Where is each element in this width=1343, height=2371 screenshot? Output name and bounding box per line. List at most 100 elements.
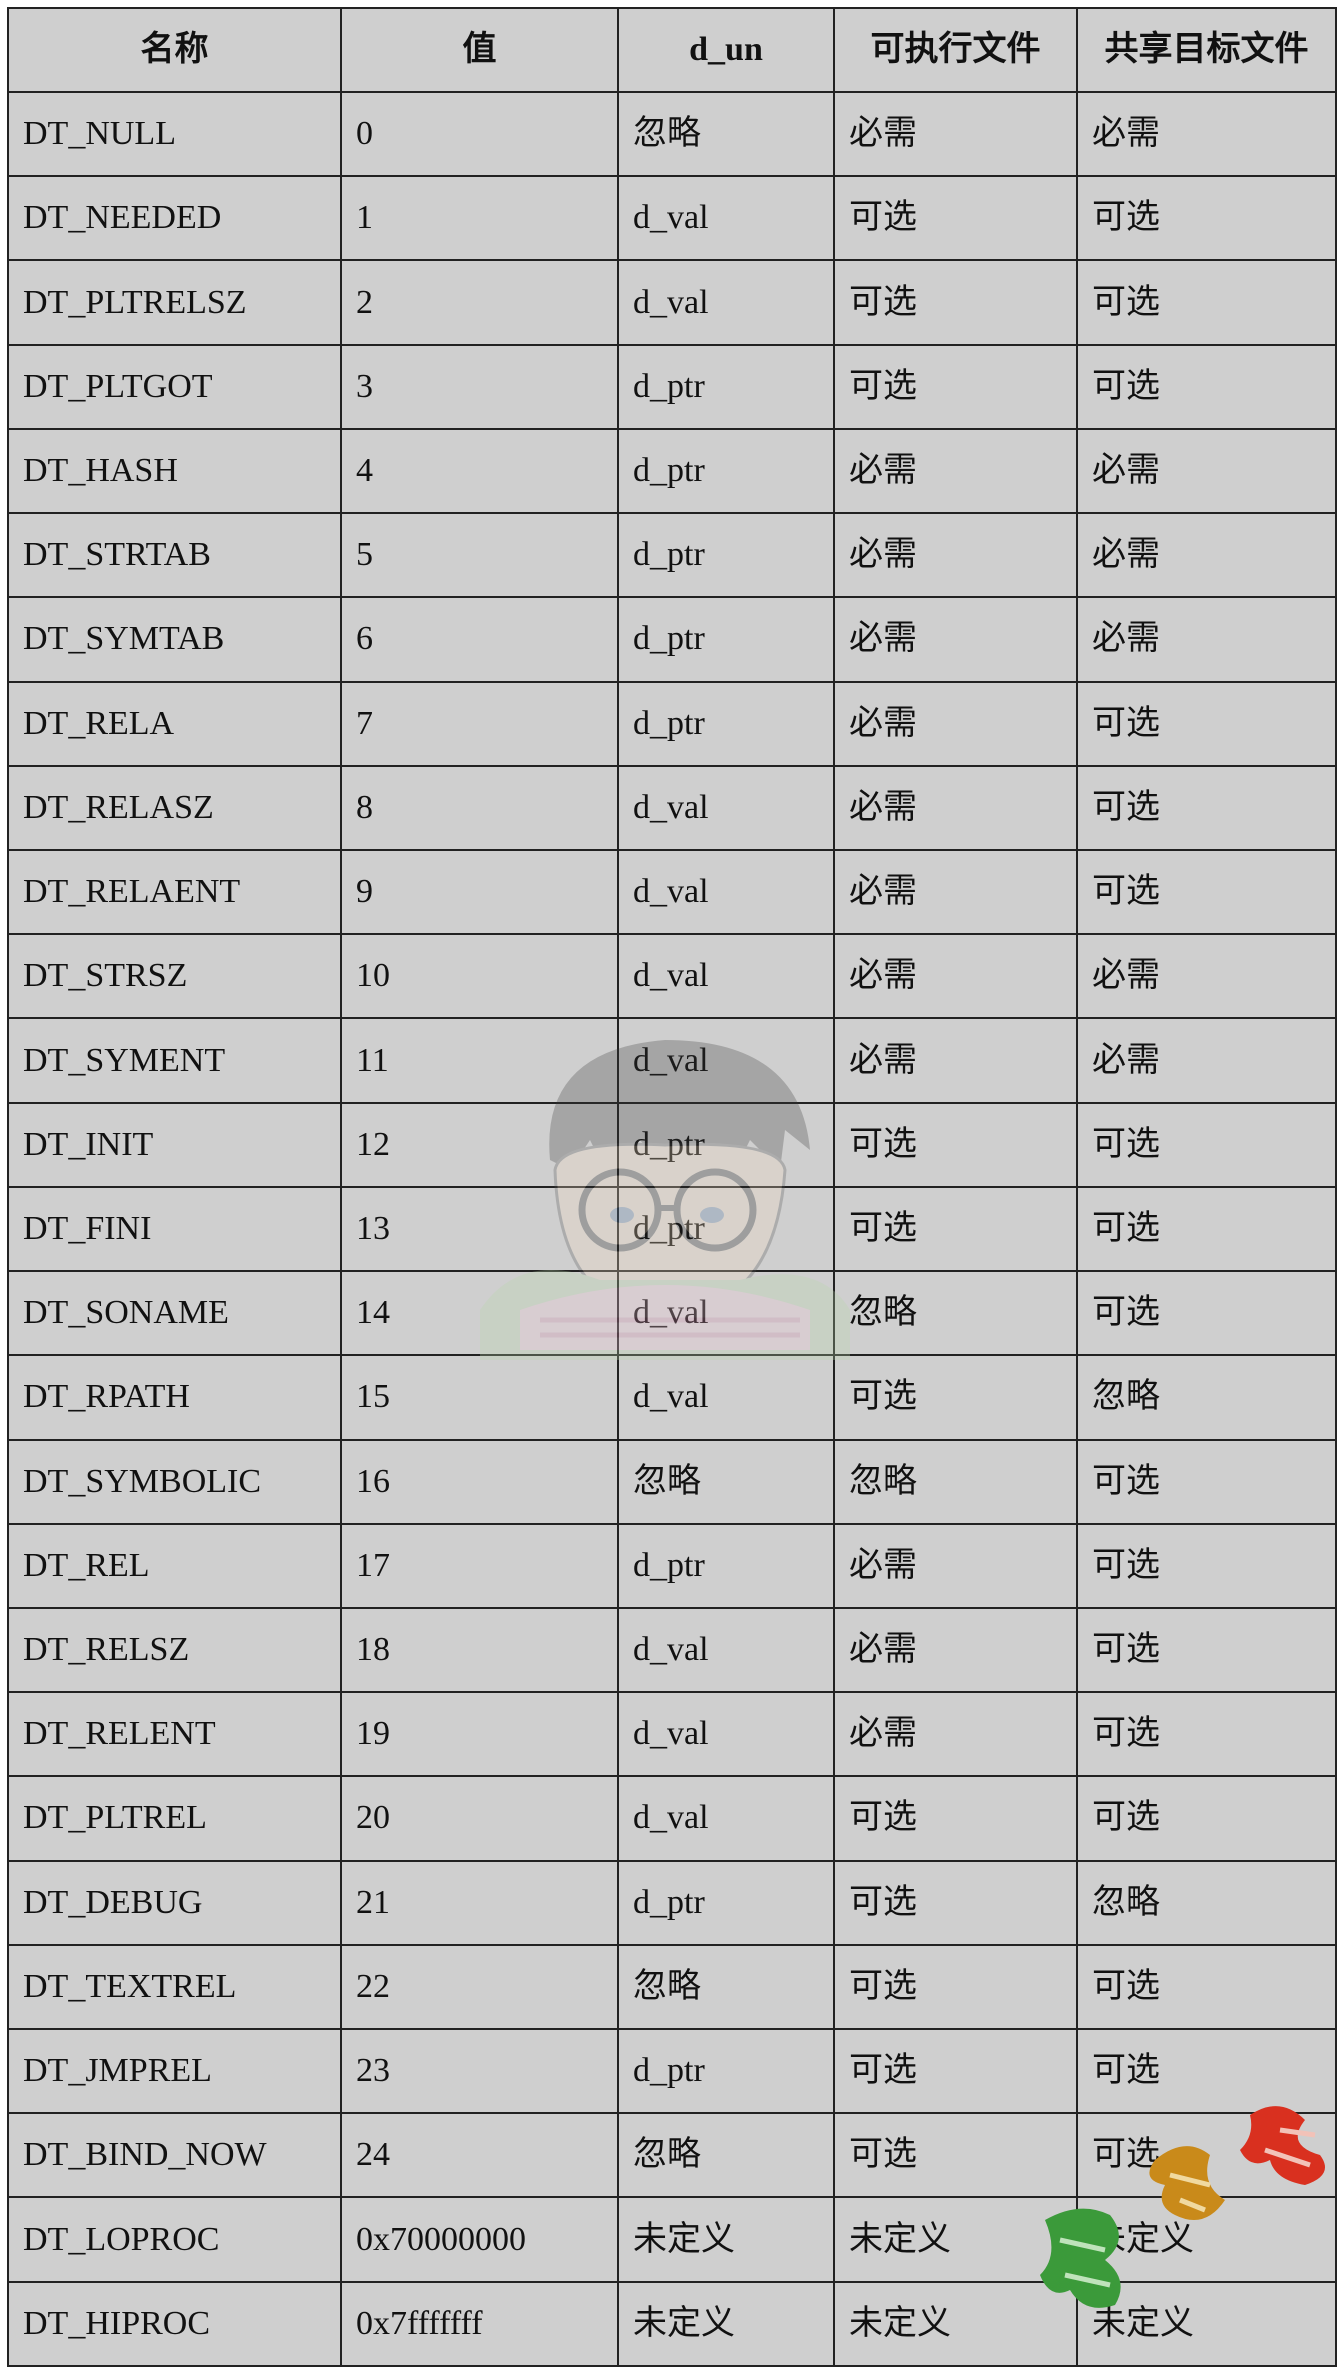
cell-d-un: d_ptr — [617, 1101, 835, 1188]
cell-value: 8 — [340, 764, 619, 851]
cell-name: DT_HASH — [7, 427, 342, 515]
cell-value: 12 — [340, 1101, 619, 1188]
cell-executable: 可选 — [833, 175, 1078, 262]
cell-shared-object: 可选 — [1076, 1185, 1337, 1273]
cell-d-un: d_val — [617, 848, 835, 936]
cell-name: DT_RELSZ — [7, 1606, 342, 1694]
cell-value: 10 — [340, 933, 619, 1020]
cell-value: 19 — [340, 1691, 619, 1778]
cell-name: DT_HIPROC — [7, 2280, 342, 2368]
cell-value: 15 — [340, 1354, 619, 1441]
cell-d-un: d_val — [617, 1775, 835, 1862]
cell-d-un: d_ptr — [617, 1185, 835, 1273]
table-row: DT_RELSZ 18 d_val 必需 可选 — [7, 1606, 1337, 1694]
cell-value: 4 — [340, 427, 619, 515]
cell-name: DT_STRSZ — [7, 933, 342, 1020]
cell-executable: 可选 — [833, 1943, 1078, 2031]
cell-d-un: d_ptr — [617, 2028, 835, 2115]
cell-executable: 必需 — [833, 90, 1078, 178]
cell-shared-object: 未定义 — [1076, 2280, 1337, 2368]
cell-executable: 忽略 — [833, 1270, 1078, 1357]
cell-value: 1 — [340, 175, 619, 262]
cell-name: DT_INIT — [7, 1101, 342, 1188]
dynamic-section-tag-table: 名称 值 d_un 可执行文件 共享目标文件 DT_NULL 0 忽略 必需 必需 DT… — [7, 7, 1337, 2368]
table-row: DT_RELASZ 8 d_val 必需 可选 — [7, 764, 1337, 851]
cell-executable: 可选 — [833, 1185, 1078, 1273]
cell-d-un: 忽略 — [617, 2112, 835, 2199]
cell-value: 9 — [340, 848, 619, 936]
cell-shared-object: 可选 — [1076, 1270, 1337, 1357]
table-body: DT_NULL 0 忽略 必需 必需 DT_NEEDED 1 d_val 可选 可选 DT_PL… — [7, 90, 1337, 2368]
cell-value: 11 — [340, 1017, 619, 1104]
cell-value: 3 — [340, 343, 619, 430]
cell-executable: 必需 — [833, 848, 1078, 936]
table-row: DT_TEXTREL 22 忽略 可选 可选 — [7, 1943, 1337, 2031]
table-row: DT_PLTGOT 3 d_ptr 可选 可选 — [7, 343, 1337, 430]
cell-shared-object: 可选 — [1076, 1606, 1337, 1694]
cell-name: DT_NULL — [7, 90, 342, 178]
cell-executable: 可选 — [833, 1859, 1078, 1946]
cell-executable: 可选 — [833, 1101, 1078, 1188]
header-shared-object: 共享目标文件 — [1076, 7, 1337, 93]
cell-executable: 忽略 — [833, 1438, 1078, 1525]
cell-value: 21 — [340, 1859, 619, 1946]
table-row: DT_NULL 0 忽略 必需 必需 — [7, 90, 1337, 178]
table-row: DT_RELAENT 9 d_val 必需 可选 — [7, 848, 1337, 936]
table-row: DT_JMPREL 23 d_ptr 可选 可选 — [7, 2028, 1337, 2115]
cell-d-un: d_ptr — [617, 343, 835, 430]
cell-name: DT_SYMTAB — [7, 596, 342, 683]
cell-executable: 必需 — [833, 1522, 1078, 1609]
cell-shared-object: 必需 — [1076, 1017, 1337, 1104]
header-name: 名称 — [7, 7, 342, 93]
cell-value: 22 — [340, 1943, 619, 2031]
cell-value: 6 — [340, 596, 619, 683]
cell-d-un: 未定义 — [617, 2196, 835, 2283]
cell-executable: 必需 — [833, 933, 1078, 1020]
cell-d-un: d_ptr — [617, 680, 835, 767]
cell-executable: 必需 — [833, 1606, 1078, 1694]
cell-name: DT_TEXTREL — [7, 1943, 342, 2031]
cell-executable: 可选 — [833, 259, 1078, 346]
table-row: DT_SONAME 14 d_val 忽略 可选 — [7, 1270, 1337, 1357]
cell-d-un: d_val — [617, 1691, 835, 1778]
cell-value: 18 — [340, 1606, 619, 1694]
cell-executable: 必需 — [833, 596, 1078, 683]
cell-name: DT_SYMENT — [7, 1017, 342, 1104]
cell-shared-object: 可选 — [1076, 343, 1337, 430]
cell-name: DT_BIND_NOW — [7, 2112, 342, 2199]
cell-name: DT_SYMBOLIC — [7, 1438, 342, 1525]
cell-name: DT_REL — [7, 1522, 342, 1609]
cell-shared-object: 必需 — [1076, 427, 1337, 515]
cell-executable: 必需 — [833, 512, 1078, 599]
table-row: DT_HASH 4 d_ptr 必需 必需 — [7, 427, 1337, 515]
cell-name: DT_RELASZ — [7, 764, 342, 851]
table-row: DT_SYMTAB 6 d_ptr 必需 必需 — [7, 596, 1337, 683]
cell-executable: 可选 — [833, 2028, 1078, 2115]
cell-shared-object: 可选 — [1076, 2028, 1337, 2115]
cell-executable: 未定义 — [833, 2196, 1078, 2283]
cell-shared-object: 可选 — [1076, 1438, 1337, 1525]
cell-d-un: d_val — [617, 259, 835, 346]
cell-name: DT_RELA — [7, 680, 342, 767]
table-row: DT_SYMBOLIC 16 忽略 忽略 可选 — [7, 1438, 1337, 1525]
cell-executable: 必需 — [833, 1691, 1078, 1778]
cell-executable: 可选 — [833, 1354, 1078, 1441]
cell-executable: 可选 — [833, 343, 1078, 430]
table-row: DT_RELA 7 d_ptr 必需 可选 — [7, 680, 1337, 767]
table-row: DT_LOPROC 0x70000000 未定义 未定义 未定义 — [7, 2196, 1337, 2283]
cell-shared-object: 必需 — [1076, 512, 1337, 599]
table-row: DT_REL 17 d_ptr 必需 可选 — [7, 1522, 1337, 1609]
cell-value: 0 — [340, 90, 619, 178]
cell-shared-object: 可选 — [1076, 764, 1337, 851]
cell-shared-object: 可选 — [1076, 2112, 1337, 2199]
cell-d-un: d_ptr — [617, 596, 835, 683]
cell-d-un: d_val — [617, 1017, 835, 1104]
cell-d-un: 未定义 — [617, 2280, 835, 2368]
cell-shared-object: 可选 — [1076, 1522, 1337, 1609]
cell-d-un: d_val — [617, 175, 835, 262]
cell-value: 7 — [340, 680, 619, 767]
table-header-row: 名称 值 d_un 可执行文件 共享目标文件 — [7, 7, 1337, 93]
cell-shared-object: 可选 — [1076, 259, 1337, 346]
cell-value: 20 — [340, 1775, 619, 1862]
cell-shared-object: 可选 — [1076, 680, 1337, 767]
